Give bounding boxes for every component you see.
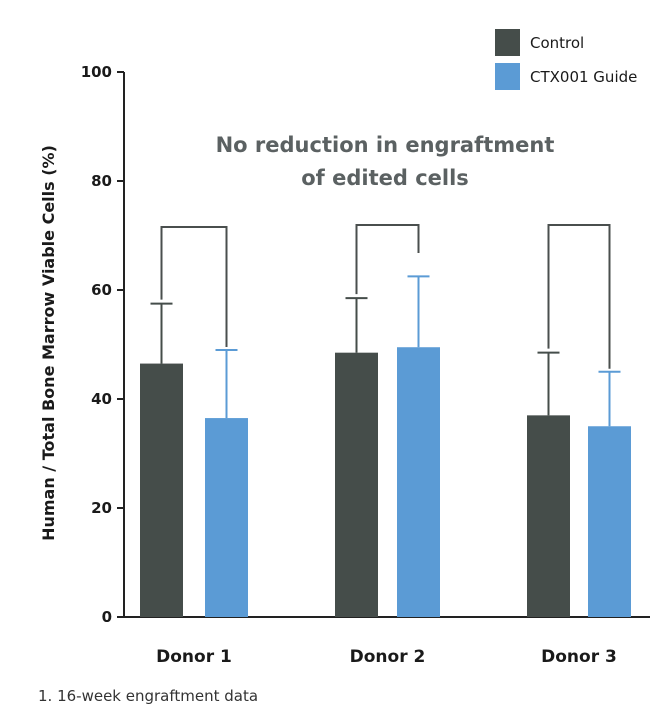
bar-control-donor-2 — [335, 352, 378, 617]
plot-area: 0 20 40 60 80 100 Donor 1 Donor 2 Donor 3 Control… — [81, 29, 650, 667]
annotation-line-1: No reduction in engraftment — [216, 133, 555, 157]
bar-control-donor-3 — [527, 415, 570, 617]
y-axis-label: Human / Total Bone Marrow Viable Cells (… — [39, 145, 58, 541]
legend-label-0: Control — [530, 34, 584, 52]
x-tick-label: Donor 2 — [350, 647, 426, 667]
comparison-bracket — [547, 224, 611, 369]
bar-ctx001-donor-3 — [588, 426, 631, 617]
y-tick-label: 0 — [102, 608, 112, 626]
legend-swatch-1 — [495, 63, 520, 90]
y-tick-label: 100 — [81, 63, 112, 81]
bar-ctx001-donor-2 — [397, 347, 440, 617]
y-tick-label: 80 — [91, 172, 112, 190]
comparison-bracket — [355, 224, 420, 295]
legend-label-1: CTX001 Guide — [530, 68, 637, 86]
footnote: 1. 16-week engraftment data — [38, 687, 259, 705]
bar-ctx001-donor-1 — [205, 418, 248, 617]
annotation-line-2: of edited cells — [301, 166, 469, 190]
legend-swatch-0 — [495, 29, 520, 56]
y-tick-label: 40 — [91, 390, 112, 408]
x-tick-label: Donor 3 — [541, 647, 617, 667]
y-tick-label: 20 — [91, 499, 112, 517]
bar-control-donor-1 — [140, 363, 183, 617]
y-tick-label: 60 — [91, 281, 112, 299]
x-tick-label: Donor 1 — [156, 647, 232, 667]
comparison-bracket — [160, 226, 228, 347]
